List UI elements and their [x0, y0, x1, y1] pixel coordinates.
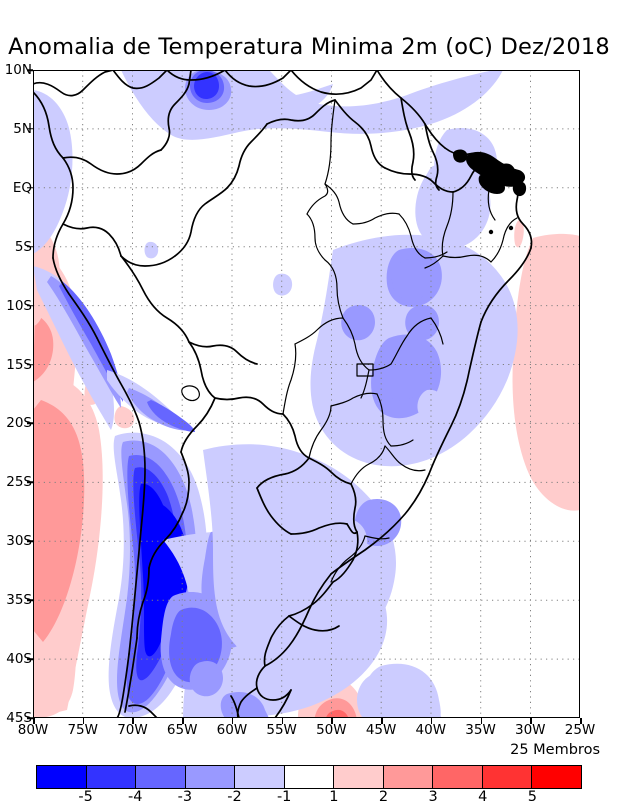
x-tick-mark	[381, 718, 383, 724]
x-tick-mark	[281, 718, 284, 724]
members-label: 25 Membros	[510, 742, 600, 758]
colorbar-tick-label: -4	[128, 789, 143, 805]
y-tick-label: 5S	[14, 238, 32, 255]
colorbar-tick-label: -3	[177, 789, 193, 805]
map-gridlines	[33, 70, 580, 718]
contour-fill-cold	[33, 70, 518, 718]
x-tick-label: 80W	[17, 722, 49, 738]
colorbar-tick-label: 2	[378, 789, 389, 805]
colorbar-tick-label: 1	[329, 789, 339, 805]
y-tick-mark	[27, 599, 33, 601]
colorbar-swatch	[482, 766, 533, 788]
y-tick-label: 25S	[6, 474, 32, 491]
colorbar-swatch	[433, 766, 483, 788]
y-tick-mark	[27, 540, 33, 543]
colorbar-tick-label: -5	[78, 789, 93, 805]
x-tick-mark	[132, 718, 134, 724]
colorbar-swatch	[136, 766, 186, 788]
x-tick-label: 75W	[67, 722, 98, 738]
y-tick-mark	[27, 363, 33, 366]
island-dots	[488, 225, 514, 235]
x-tick-mark	[580, 718, 582, 724]
x-tick-label: 40W	[415, 722, 447, 738]
y-tick-mark	[27, 658, 33, 660]
x-tick-mark	[231, 718, 234, 724]
anomaly-map	[33, 70, 580, 718]
colorbar-swatch	[37, 766, 87, 788]
x-tick-label: 30W	[515, 722, 546, 738]
y-tick-mark	[27, 422, 33, 425]
colorbar-swatch	[185, 766, 236, 788]
x-tick-label: 65W	[166, 722, 198, 738]
colorbar-swatch	[532, 766, 582, 788]
colorbar-tick-label: 3	[428, 789, 438, 805]
x-tick-label: 35W	[465, 722, 496, 738]
y-tick-mark	[27, 187, 33, 189]
y-tick-label: 20S	[6, 415, 32, 432]
y-tick-mark	[27, 481, 33, 484]
x-tick-mark	[530, 718, 532, 724]
x-tick-mark	[33, 718, 35, 724]
x-tick-label: 60W	[216, 722, 248, 738]
y-tick-label: 10S	[6, 297, 32, 314]
colorbar-swatch	[383, 766, 434, 788]
x-tick-label: 25W	[564, 722, 596, 738]
x-tick-mark	[182, 718, 184, 724]
colorbar-swatch	[284, 766, 335, 788]
colorbar-labels: -5 -4 -3 -2 -1 1 2 3 4 5	[36, 789, 582, 807]
y-tick-label: 5N	[13, 120, 32, 137]
map-plot-area	[33, 70, 580, 718]
x-tick-mark	[331, 718, 333, 724]
figure-title: Anomalia de Temperatura Minima 2m (oC) D…	[8, 34, 610, 60]
y-tick-label: EQ	[12, 179, 32, 196]
y-tick-mark	[27, 245, 33, 248]
y-tick-mark	[27, 69, 33, 71]
y-tick-label: 45S	[6, 710, 32, 726]
colorbar-tick-label: 4	[478, 789, 488, 805]
colorbar-tick-label: -2	[227, 789, 242, 805]
map-coastlines-borders	[33, 70, 533, 718]
y-tick-mark	[27, 304, 33, 307]
y-tick-label: 30S	[6, 533, 32, 550]
colorbar-swatch	[86, 766, 137, 788]
x-tick-mark	[480, 718, 483, 724]
colorbar-swatch	[334, 766, 384, 788]
colorbar-tick-label: -1	[276, 789, 292, 805]
x-tick-label: 45W	[365, 722, 397, 738]
x-tick-label: 70W	[117, 722, 148, 738]
x-tick-mark	[82, 718, 85, 724]
y-tick-label: 40S	[6, 651, 32, 668]
y-tick-label: 10N	[4, 62, 32, 78]
y-tick-mark	[27, 128, 33, 130]
x-tick-mark	[430, 718, 433, 724]
x-tick-label: 50W	[316, 722, 347, 738]
y-tick-label: 15S	[6, 356, 32, 373]
colorbar	[36, 765, 582, 789]
y-tick-label: 35S	[6, 592, 32, 609]
y-tick-mark	[27, 717, 33, 719]
colorbar-tick-label: 5	[527, 789, 537, 805]
x-tick-label: 55W	[266, 722, 297, 738]
colorbar-swatch	[235, 766, 285, 788]
